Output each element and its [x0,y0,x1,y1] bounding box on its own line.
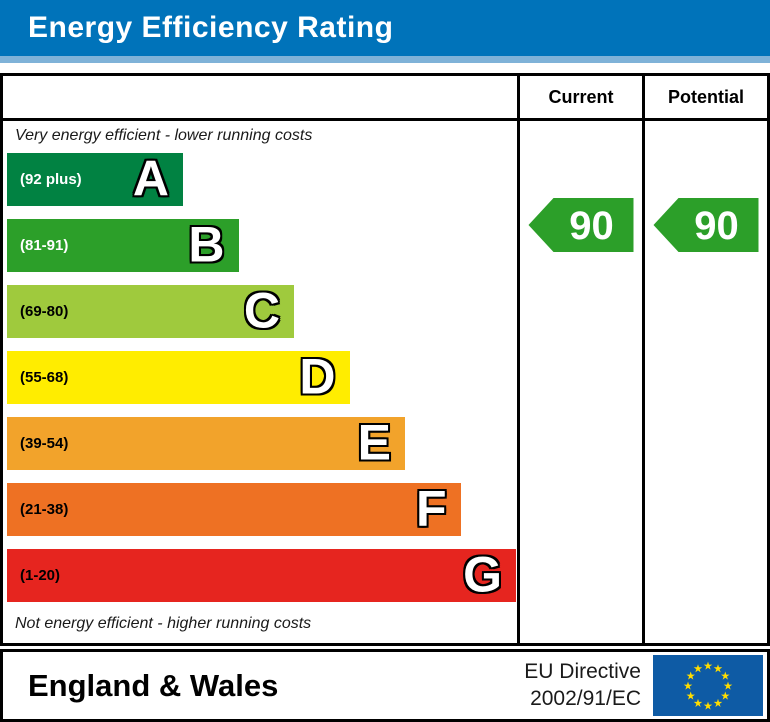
footer-bar: England & Wales EU Directive 2002/91/EC [0,649,770,722]
region-label: England & Wales [28,667,279,703]
page-title: Energy Efficiency Rating [28,11,394,44]
band-bar-g: (1-20) G [7,549,516,602]
band-range-label: (81-91) [20,237,69,254]
column-header-potential: Potential [642,76,767,118]
left-arrow-icon: 90 [653,198,759,252]
eu-directive-line2: 2002/91/EC [530,686,641,710]
band-range-label: (69-80) [20,303,69,320]
band-letter: A [132,150,169,206]
band-row-g: (1-20) G [7,549,517,602]
band-bar-c: (69-80) C [7,285,294,338]
band-row-b: (81-91) B [7,219,517,272]
current-rating-value: 90 [569,204,614,248]
left-arrow-icon: 90 [528,198,634,252]
band-letter: F [415,480,447,536]
top-caption: Very energy efficient - lower running co… [15,127,313,144]
band-range-label: (39-54) [20,435,69,452]
band-row-d: (55-68) D [7,351,517,404]
band-bar-a: (92 plus) A [7,153,183,206]
band-row-c: (69-80) C [7,285,517,338]
band-range-label: (92 plus) [20,171,82,188]
band-bar-f: (21-38) F [7,483,461,536]
rating-table: Current Potential Very energy efficient … [0,73,770,646]
band-letter: B [188,216,225,272]
band-range-label: (21-38) [20,501,69,518]
band-range-label: (1-20) [20,567,61,584]
current-column: 90 [517,121,642,643]
eu-directive-line1: EU Directive [524,660,641,684]
band-row-e: (39-54) E [7,417,517,470]
potential-rating-value: 90 [694,204,739,248]
title-bar: Energy Efficiency Rating [0,0,770,63]
table-header-row: Current Potential [3,76,767,121]
band-row-a: (92 plus) A [7,153,517,206]
eu-directive-label: EU Directive 2002/91/EC [524,659,641,712]
band-bar-e: (39-54) E [7,417,405,470]
band-letter: G [463,546,502,602]
header-spacer [3,76,517,118]
bands-column: Very energy efficient - lower running co… [3,121,517,643]
band-bar-d: (55-68) D [7,351,350,404]
eu-flag-icon [653,655,763,716]
band-range-label: (55-68) [20,369,69,386]
band-row-f: (21-38) F [7,483,517,536]
bottom-caption: Not energy efficient - higher running co… [15,615,312,632]
potential-rating-arrow: 90 [653,198,759,257]
band-letter: D [299,348,336,404]
band-letter: E [357,414,391,470]
current-rating-arrow: 90 [528,198,634,257]
band-bar-b: (81-91) B [7,219,239,272]
column-header-current: Current [517,76,642,118]
potential-column: 90 [642,121,767,643]
band-letter: C [243,282,280,338]
table-body: Very energy efficient - lower running co… [3,121,767,643]
